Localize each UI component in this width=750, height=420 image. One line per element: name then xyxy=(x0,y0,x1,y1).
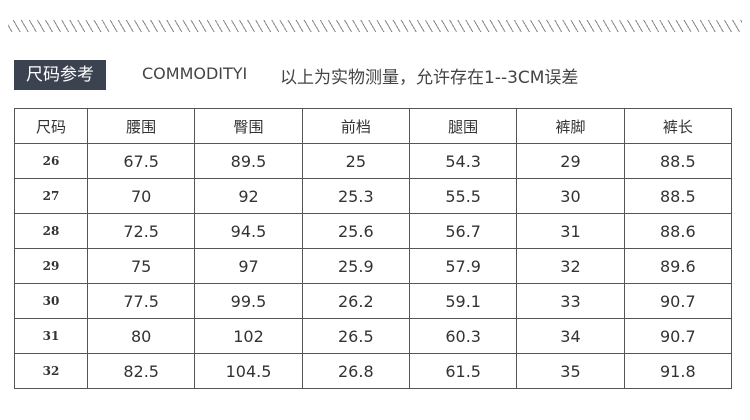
cell: 31 xyxy=(516,213,625,249)
size-cell: 29 xyxy=(14,248,88,284)
table-row: 31 80 102 26.5 60.3 34 90.7 xyxy=(14,318,733,354)
note: 以上为实物测量，允许存在1--3CM误差 xyxy=(280,68,579,88)
cell: 90.7 xyxy=(623,283,733,319)
cell: 25 xyxy=(301,143,410,179)
table-row: 29 75 97 25.9 57.9 32 89.6 xyxy=(14,248,733,284)
table-row: 32 82.5 104.5 26.8 61.5 35 91.8 xyxy=(14,353,733,389)
cell: 94.5 xyxy=(194,213,303,249)
column-header: 裤脚 xyxy=(516,108,625,144)
cell: 32 xyxy=(516,248,625,284)
size-cell: 28 xyxy=(14,213,88,249)
cell: 89.5 xyxy=(194,143,303,179)
cell: 33 xyxy=(516,283,625,319)
cell: 91.8 xyxy=(623,353,733,389)
cell: 59.1 xyxy=(408,283,518,319)
cell: 25.6 xyxy=(301,213,410,249)
cell: 89.6 xyxy=(623,248,733,284)
size-table: 尺码 腰围 臀围 前档 腿围 裤脚 裤长 26 67.5 89.5 25 54.3 29 88.5 27 7… xyxy=(14,108,733,389)
cell: 25.9 xyxy=(301,248,410,284)
cell: 88.6 xyxy=(623,213,733,249)
cell: 70 xyxy=(86,178,196,214)
column-header: 腿围 xyxy=(408,108,518,144)
cell: 26.5 xyxy=(301,318,410,354)
cell: 82.5 xyxy=(86,353,196,389)
cell: 34 xyxy=(516,318,625,354)
cell: 102 xyxy=(194,318,303,354)
cell: 92 xyxy=(194,178,303,214)
cell: 104.5 xyxy=(194,353,303,389)
cell: 35 xyxy=(516,353,625,389)
size-cell: 30 xyxy=(14,283,88,319)
cell: 30 xyxy=(516,178,625,214)
decor-slashes xyxy=(8,20,742,32)
cell: 99.5 xyxy=(194,283,303,319)
brand: COMMODITYI xyxy=(142,64,248,83)
section-tag: 尺码参考 xyxy=(14,60,106,90)
cell: 75 xyxy=(86,248,196,284)
size-cell: 26 xyxy=(14,143,88,179)
cell: 90.7 xyxy=(623,318,733,354)
table-row: 27 70 92 25.3 55.5 30 88.5 xyxy=(14,178,733,214)
column-header: 腰围 xyxy=(86,108,196,144)
size-cell: 27 xyxy=(14,178,88,214)
cell: 56.7 xyxy=(408,213,518,249)
table-row: 28 72.5 94.5 25.6 56.7 31 88.6 xyxy=(14,213,733,249)
cell: 72.5 xyxy=(86,213,196,249)
cell: 80 xyxy=(86,318,196,354)
table-row: 26 67.5 89.5 25 54.3 29 88.5 xyxy=(14,143,733,179)
cell: 88.5 xyxy=(623,143,733,179)
column-header: 尺码 xyxy=(14,108,88,144)
header-row: 尺码 腰围 臀围 前档 腿围 裤脚 裤长 xyxy=(14,108,733,144)
size-cell: 32 xyxy=(14,353,88,389)
table-row: 30 77.5 99.5 26.2 59.1 33 90.7 xyxy=(14,283,733,319)
cell: 26.8 xyxy=(301,353,410,389)
cell: 25.3 xyxy=(301,178,410,214)
cell: 97 xyxy=(194,248,303,284)
cell: 29 xyxy=(516,143,625,179)
cell: 77.5 xyxy=(86,283,196,319)
size-cell: 31 xyxy=(14,318,88,354)
column-header: 前档 xyxy=(301,108,410,144)
cell: 67.5 xyxy=(86,143,196,179)
column-header: 臀围 xyxy=(194,108,303,144)
cell: 26.2 xyxy=(301,283,410,319)
cell: 88.5 xyxy=(623,178,733,214)
cell: 54.3 xyxy=(408,143,518,179)
cell: 55.5 xyxy=(408,178,518,214)
cell: 61.5 xyxy=(408,353,518,389)
cell: 57.9 xyxy=(408,248,518,284)
cell: 60.3 xyxy=(408,318,518,354)
column-header: 裤长 xyxy=(623,108,733,144)
